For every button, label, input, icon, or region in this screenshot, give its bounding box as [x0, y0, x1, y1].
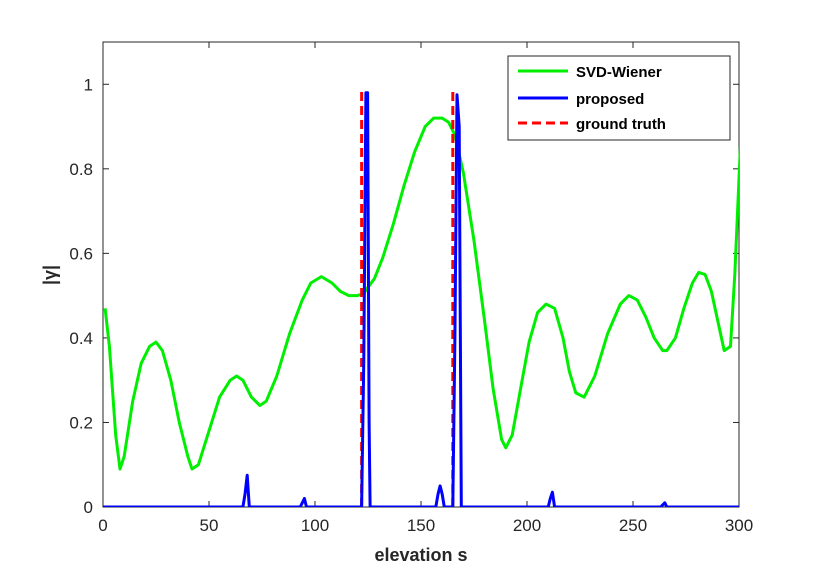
legend-label-proposed: proposed — [576, 91, 644, 108]
y-tick-label: 0.4 — [69, 329, 93, 348]
series-line-svd-wiener — [103, 116, 739, 471]
y-tick-label: 0.2 — [69, 413, 93, 432]
x-axis-label: elevation s — [374, 545, 467, 565]
x-tick-label: 250 — [619, 516, 647, 535]
y-tick-label: 0.8 — [69, 160, 93, 179]
series-layer — [103, 88, 739, 507]
series-line-proposed — [103, 91, 739, 507]
y-axis-label: |γ| — [40, 265, 60, 285]
legend: SVD-Wiener proposed ground truth — [507, 55, 731, 141]
legend-label-ground-truth: ground truth — [576, 116, 666, 133]
y-tick-label: 0.6 — [69, 244, 93, 263]
axis-ticks: 0 50 100 150 200 250 300 0 0.2 0.4 0.6 0.8 1 — [69, 42, 753, 535]
legend-label-svd-wiener: SVD-Wiener — [576, 64, 662, 81]
y-tick-label: 1 — [84, 75, 93, 94]
x-tick-label: 200 — [513, 516, 541, 535]
y-tick-label: 0 — [84, 498, 93, 517]
x-tick-label: 50 — [200, 516, 219, 535]
x-tick-label: 300 — [725, 516, 753, 535]
x-tick-label: 150 — [407, 516, 435, 535]
x-tick-label: 0 — [98, 516, 107, 535]
x-tick-label: 100 — [301, 516, 329, 535]
